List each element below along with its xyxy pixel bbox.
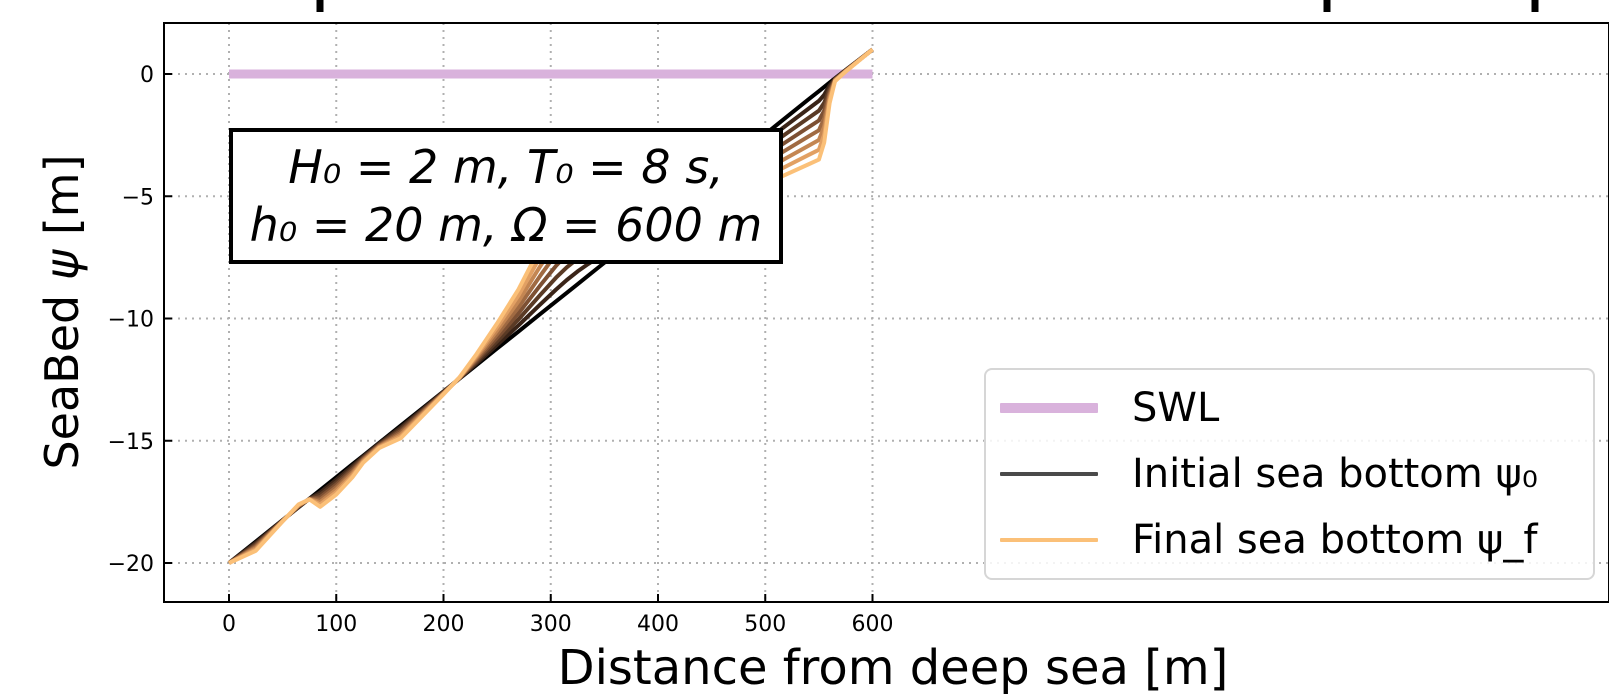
legend: SWL Initial sea bottom ψ₀ Final sea bott… [984, 368, 1595, 580]
x-tick-label: 200 [423, 612, 465, 637]
y-tick-label: −20 [108, 552, 154, 577]
axis-ticks: 0 100 200 300 400 500 600 0 −5 −10 −15 −20 [108, 63, 894, 637]
y-axis-label: SeaBed ψ [m] [35, 154, 89, 469]
legend-swatch-initial [1000, 472, 1098, 476]
legend-label-final: Final sea bottom ψ_f [1132, 517, 1538, 563]
y-tick-label: −10 [108, 308, 154, 333]
x-tick-label: 600 [852, 612, 894, 637]
y-tick-label: −15 [108, 430, 154, 455]
legend-label-swl: SWL [1132, 385, 1220, 431]
y-tick-label: −5 [122, 185, 154, 210]
legend-entry-swl: SWL [1000, 378, 1219, 438]
parameter-annotation: H₀ = 2 m, T₀ = 8 s, h₀ = 20 m, Ω = 600 m [229, 128, 783, 264]
legend-label-initial: Initial sea bottom ψ₀ [1132, 451, 1538, 497]
legend-swatch-swl [1000, 403, 1098, 413]
y-tick-label: 0 [140, 63, 154, 88]
x-tick-label: 0 [222, 612, 236, 637]
legend-entry-initial: Initial sea bottom ψ₀ [1000, 444, 1538, 504]
annotation-line-1: H₀ = 2 m, T₀ = 8 s, [288, 140, 724, 194]
x-tick-label: 500 [744, 612, 786, 637]
x-axis-label: Distance from deep sea [m] [558, 640, 1229, 694]
x-tick-label: 100 [315, 612, 357, 637]
legend-entry-final: Final sea bottom ψ_f [1000, 510, 1537, 570]
x-tick-label: 300 [530, 612, 572, 637]
legend-swatch-final [1000, 538, 1098, 542]
plot-frame [163, 22, 1609, 603]
x-tick-label: 400 [637, 612, 679, 637]
top-ticks [316, 0, 1539, 12]
annotation-line-2: h₀ = 20 m, Ω = 600 m [249, 198, 763, 252]
